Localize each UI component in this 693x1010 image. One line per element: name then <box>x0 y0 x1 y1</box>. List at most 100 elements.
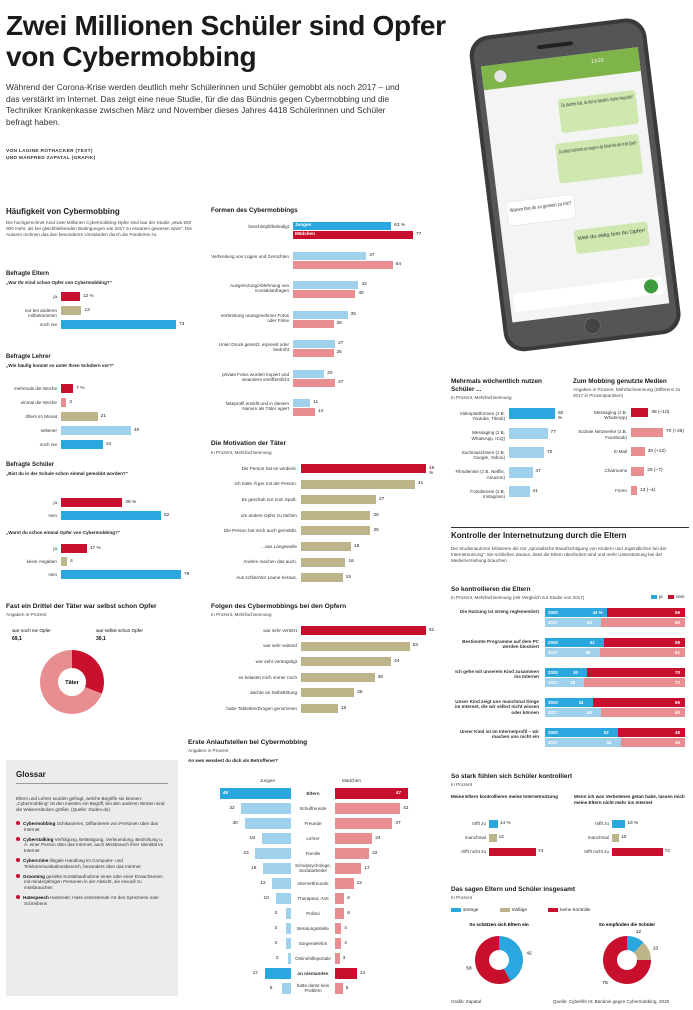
insgesamt-unit: In Prozent <box>451 895 472 900</box>
bar <box>301 626 426 635</box>
bar <box>301 464 426 473</box>
glossar-bullet <box>16 820 20 825</box>
drittel-category-label: war noch nie Opfer <box>12 628 51 633</box>
insgesamt-slice-label: 13 <box>653 946 659 952</box>
medien-chart: Messaging (z.B. WhatsApp) 38 (+10) Soziale… <box>573 408 691 508</box>
anlauf-bar-jungen <box>255 848 291 859</box>
bar-value: 30 (+12) <box>647 448 666 454</box>
bar-label: war sehr verängstigt <box>255 659 297 664</box>
kontrolle-value-ja: 28 <box>570 679 576 685</box>
anlauf-value-jungen: 46 <box>222 791 229 796</box>
anlauf-bar-jungen <box>287 953 291 964</box>
anlauf-label: Onlinehilfeportale <box>295 955 331 961</box>
bar <box>301 510 371 520</box>
credit-text: VON LAGINE ROTHACKER (TEXT) <box>6 149 93 154</box>
glossar-term: Cybermobbing <box>23 820 56 826</box>
legend-maessige: mäßige <box>511 907 527 912</box>
bar <box>509 408 555 419</box>
anlauf-right-label: Mädchen <box>342 778 361 783</box>
legend-strenge-swatch <box>451 907 461 912</box>
kontrolle-bar-ja <box>545 648 600 657</box>
anlauf-value-jungen: 3 <box>274 941 278 946</box>
anlauf-label: Eltern <box>306 790 320 796</box>
folgen-unit: In Prozent, Mehrfachnennung <box>211 612 272 617</box>
anlauf-bar-jungen <box>286 923 291 934</box>
anlauf-bar-maedchen <box>335 968 357 979</box>
anlauf-bar-jungen <box>286 938 291 949</box>
bar <box>61 440 103 449</box>
mehrmals-unit: In Prozent, Mehrfachnennung <box>451 395 512 400</box>
anlauf-value-jungen: 32 <box>229 806 235 811</box>
bar <box>301 704 338 713</box>
bar-value: 4 <box>70 558 73 564</box>
bar <box>61 544 87 553</box>
anlauf-bar-maedchen <box>335 908 345 919</box>
stark-right-title: Wenn ich was Verbotenes getan habe, lass… <box>574 794 685 805</box>
bar <box>61 398 67 407</box>
anlauf-label: an niemanden <box>297 970 329 976</box>
formen-bar-maedchen <box>293 290 356 298</box>
insgesamt-pie-title: So empfinden die Schüler <box>599 922 656 927</box>
anlauf-bar-jungen <box>241 803 291 814</box>
anlauf-value-jungen: 30 <box>232 821 238 826</box>
glossar-item: Hatespeech Hassrede; Hass verbreitende A… <box>16 894 168 907</box>
anlauf-unit: Angaben in Prozent <box>188 748 229 753</box>
stark-label: trifft zu <box>472 821 486 827</box>
bar-label: öfters im Monat <box>25 413 57 419</box>
bar-label: war sehr verletzt <box>263 627 297 633</box>
drittel-center-label: Täter <box>65 680 79 686</box>
bar-value: 26 <box>357 690 363 696</box>
bar-label: ja <box>53 545 57 551</box>
bar-label: nein <box>48 512 57 518</box>
legend-nein-swatch <box>667 594 674 599</box>
bar <box>301 688 355 698</box>
anlauf-left-label: Jungen <box>260 778 276 783</box>
haeufigkeit-title: Häufigkeit von Cybermobbing <box>6 207 120 216</box>
anlauf-value-maedchen: 24 <box>375 836 381 841</box>
bar <box>61 511 161 520</box>
bar-label: es belastet mich immer noch <box>238 674 297 680</box>
kontrolle-value-ja: 42 <box>589 639 595 645</box>
kontrolle-value-nein: 61 <box>675 649 680 655</box>
glossar-definition: Schikanieren, Diffamieren von Personen ü… <box>24 820 158 832</box>
drittel-unit: Angaben in Prozent <box>6 612 47 617</box>
anlauf-value-jungen: 12 <box>260 881 266 886</box>
formen-value-maedchen: 40 <box>358 291 364 296</box>
stark-bar <box>612 820 626 828</box>
anlauf-bar-maedchen <box>335 923 342 934</box>
anlauf-value-maedchen: 42 <box>403 806 409 811</box>
anlauf-bar-jungen <box>272 878 291 889</box>
bar-label: Aus schlechter Laune heraus. <box>236 575 297 580</box>
insgesamt-slice <box>475 936 511 984</box>
formen-value-jungen: 27 <box>338 341 344 346</box>
bar-value: 92 % <box>558 410 564 421</box>
folgen-chart: war sehr verletzt 61 war sehr wütend 53 war … <box>211 626 436 720</box>
glossar-bullet <box>16 836 20 841</box>
eltern-chart: ja 12 % nur bei anderen mitbekommen 13 noch … <box>6 292 196 342</box>
kontrolle-bar-nein <box>592 698 685 707</box>
kontrolle-value-nein: 72 <box>675 679 680 685</box>
bar-value: 40 <box>134 427 140 433</box>
anlauf-bar-maedchen <box>335 893 345 904</box>
stark-value: 10 <box>621 835 627 840</box>
kontrolle-label: Unser Kind zeigt uns manchmal Dinge im I… <box>455 699 539 715</box>
bar-value: 27 <box>379 496 385 502</box>
anlauf-bar-jungen <box>281 983 291 994</box>
bar-value: 41 <box>532 488 538 494</box>
glossar-item: Cybermobbing Schikanieren, Diffamieren v… <box>16 820 168 833</box>
formen-bar-maedchen <box>293 260 393 269</box>
anlauf-bar-maedchen <box>335 848 370 859</box>
schueler2-chart: ja 17 % keine Angaben 4 nein 79 <box>6 544 196 584</box>
formen-bar-jungen <box>293 251 367 260</box>
bar <box>631 408 649 417</box>
anlauf-bar-jungen <box>264 968 291 979</box>
phone-illustration: 13:23 Du dumme Kuh, du bist so hässlich.… <box>458 14 690 354</box>
bar-label: keine Angaben <box>26 558 57 564</box>
bar-label: Messaging (z.B. WhatsApp) <box>594 409 627 421</box>
stark-label: trifft zu <box>595 821 609 827</box>
anlauf-value-jungen: 17 <box>252 971 258 976</box>
anlauf-value-maedchen: 37 <box>395 821 401 826</box>
drittel-value-label: 30,1 <box>96 636 106 642</box>
bar-label: Die Person hat es verdient. <box>241 465 297 471</box>
glossar-definition: Hassrede; Hass verbreitende Art des Spre… <box>24 894 159 906</box>
